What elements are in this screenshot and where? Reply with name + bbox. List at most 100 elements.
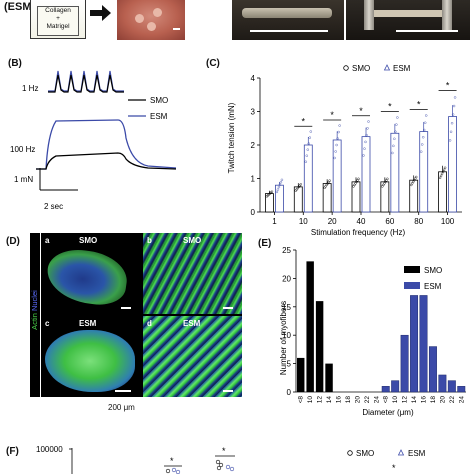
x-tick-label: 80 xyxy=(414,217,423,226)
point-esm xyxy=(334,150,337,153)
x-tick-label: <8 xyxy=(383,396,390,404)
point-esm xyxy=(363,147,366,150)
micrograph-sidebar: Actin Nuclei xyxy=(30,233,40,397)
legend-esm-marker xyxy=(383,64,391,71)
significance-star: * xyxy=(359,106,363,116)
tissue-photo-2 xyxy=(346,0,470,40)
x-tick-label: 18 xyxy=(430,396,437,404)
significance-star: * xyxy=(417,100,421,110)
box-line-1: Collagen xyxy=(45,7,71,14)
point-esm xyxy=(279,181,283,184)
x-tick-label: 18 xyxy=(345,396,352,404)
point-esm xyxy=(420,150,423,153)
bar-esm xyxy=(303,144,313,213)
trace-100hz-esm xyxy=(36,119,177,170)
trace-100hz-smo xyxy=(36,152,177,170)
box-line-2: + xyxy=(56,15,60,22)
x-tick-label: 100 xyxy=(441,217,455,226)
point-esm xyxy=(450,122,454,125)
point-esm xyxy=(335,143,338,147)
point-esm xyxy=(425,114,428,117)
point-esm xyxy=(337,130,340,134)
point-esm xyxy=(305,154,308,157)
point-esm xyxy=(452,104,456,108)
y-tick-label: 4 xyxy=(251,74,256,83)
panel-f-label: (F) xyxy=(6,446,19,457)
data-point xyxy=(165,468,171,474)
panel-f-chart: 100000 * * SMO ESM * xyxy=(36,445,426,474)
micrograph-grid: a SMO b SMO c ESM d ESM xyxy=(41,233,242,397)
point-esm xyxy=(364,140,367,144)
trace-1hz-smo xyxy=(48,74,124,93)
y-tick-label: 0 xyxy=(287,388,292,397)
point-esm xyxy=(278,183,282,186)
point-esm xyxy=(338,124,341,127)
esm-label: (ESM) xyxy=(4,1,36,13)
micrograph-a-title: SMO xyxy=(79,236,98,245)
y-tick-label: 10 xyxy=(282,331,291,340)
bar-esm xyxy=(400,334,409,393)
point-smo xyxy=(439,174,443,178)
point-smo xyxy=(441,170,445,174)
x-tick-label: 14 xyxy=(411,396,418,404)
micrograph-a-letter: a xyxy=(45,236,50,245)
point-smo xyxy=(440,172,444,176)
legend-smo-marker xyxy=(343,65,349,71)
point-smo xyxy=(357,177,360,181)
bar-smo xyxy=(322,183,332,213)
bar-esm xyxy=(457,386,466,393)
legend-smo-swatch xyxy=(404,266,420,273)
panel-f-star-3: * xyxy=(392,463,396,473)
panel-f-star-1: * xyxy=(170,456,174,466)
point-esm xyxy=(304,160,307,163)
x-tick-label: <8 xyxy=(298,396,305,404)
bar-esm xyxy=(381,386,390,393)
micrograph-b-title: SMO xyxy=(183,236,202,245)
micrograph-c-title: ESM xyxy=(79,319,97,328)
bar-smo xyxy=(325,363,333,392)
y-tick-label: 1 xyxy=(251,175,256,184)
point-esm xyxy=(394,130,397,133)
micrograph-a: a SMO xyxy=(41,233,141,314)
bar-smo xyxy=(409,179,419,213)
bar-esm xyxy=(332,139,342,213)
point-esm xyxy=(421,143,424,146)
chart-c-bars xyxy=(265,96,457,213)
point-esm xyxy=(448,139,452,142)
point-smo xyxy=(299,183,302,186)
chart-e-bars xyxy=(297,261,466,393)
point-smo xyxy=(386,177,389,181)
bar-esm xyxy=(275,184,284,213)
x-tick-label: 14 xyxy=(326,396,333,404)
point-esm xyxy=(422,136,425,139)
twitch-tension-chart: 0 1 2 3 4 1 * 10 * 20 * 40 * 60 * 80 * 100 Twitch tension… xyxy=(227,64,462,237)
point-esm xyxy=(365,133,368,137)
significance-star: * xyxy=(446,81,450,91)
x-tick-label: 20 xyxy=(354,396,361,404)
y-tick-label: 15 xyxy=(282,303,291,312)
chart-c-labels: 0 1 2 3 4 1 * 10 * 20 * 40 * 60 * 80 * 100 xyxy=(251,74,457,226)
bar-esm xyxy=(361,136,371,213)
bar-esm xyxy=(448,116,457,213)
bar-esm xyxy=(447,380,456,393)
point-esm xyxy=(424,121,427,124)
y-tick-label: 5 xyxy=(287,360,292,369)
point-smo xyxy=(442,168,446,171)
point-esm xyxy=(396,116,399,119)
data-point xyxy=(229,466,235,472)
x-tick-label: 20 xyxy=(439,396,446,404)
legend-esm-text: ESM xyxy=(424,282,442,291)
bar-esm xyxy=(419,295,428,393)
chart-c-xlabel: Stimulation frequency (Hz) xyxy=(311,228,406,237)
chart-e-axes xyxy=(293,249,466,393)
panel-f-ytick: 100000 xyxy=(36,445,63,454)
point-esm xyxy=(309,130,312,133)
legend-esm-swatch xyxy=(404,282,420,289)
y-tick-label: 20 xyxy=(282,274,291,283)
point-esm xyxy=(423,128,426,132)
panel-d-label: (D) xyxy=(6,236,20,247)
point-esm xyxy=(276,188,280,191)
point-esm xyxy=(362,154,365,157)
point-esm xyxy=(392,144,395,148)
